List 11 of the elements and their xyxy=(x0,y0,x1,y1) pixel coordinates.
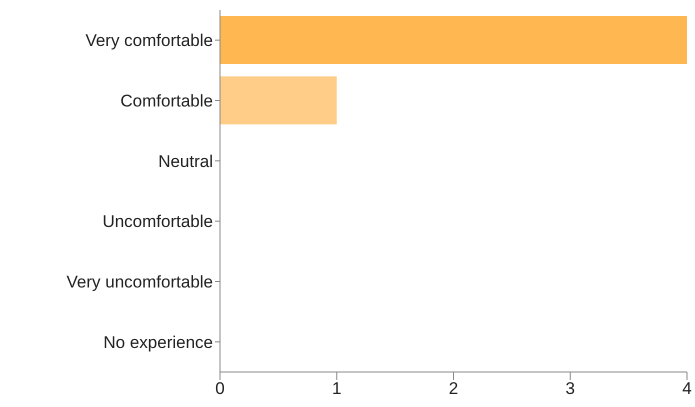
y-tick-label: Comfortable xyxy=(120,92,213,111)
y-tick-label: Very uncomfortable xyxy=(66,272,213,292)
x-tick-label: 1 xyxy=(332,379,342,398)
y-tick-label: Uncomfortable xyxy=(102,212,213,232)
x-tick-label: 0 xyxy=(215,379,225,398)
y-tick-label: No experience xyxy=(103,332,213,352)
y-tick-label: Neutral xyxy=(158,152,213,171)
x-tick-label: 3 xyxy=(566,379,575,398)
y-tick-label: Very comfortable xyxy=(85,31,213,50)
x-tick-label: 4 xyxy=(682,379,692,398)
x-tick-label: 2 xyxy=(448,379,458,398)
